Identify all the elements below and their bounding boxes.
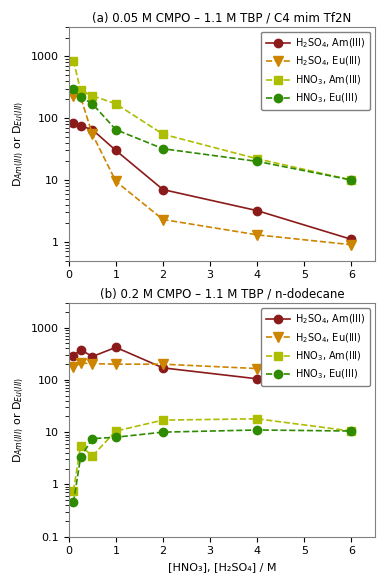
H$_2$SO$_4$, Eu(III) bbox=[255, 365, 259, 372]
H$_2$SO$_4$, Eu(III) bbox=[349, 241, 354, 248]
Line: HNO$_3$, Eu(III): HNO$_3$, Eu(III) bbox=[69, 426, 356, 507]
Y-axis label: D$_{Am(III)}$ or D$_{Eu(III)}$: D$_{Am(III)}$ or D$_{Eu(III)}$ bbox=[11, 377, 25, 463]
H$_2$SO$_4$, Am(III) bbox=[78, 122, 83, 129]
H$_2$SO$_4$, Eu(III) bbox=[78, 360, 83, 367]
HNO$_3$, Eu(III) bbox=[161, 145, 165, 152]
HNO$_3$, Eu(III) bbox=[78, 454, 83, 461]
H$_2$SO$_4$, Am(III) bbox=[161, 186, 165, 193]
H$_2$SO$_4$, Am(III) bbox=[255, 207, 259, 214]
H$_2$SO$_4$, Eu(III) bbox=[161, 361, 165, 368]
H$_2$SO$_4$, Am(III) bbox=[71, 120, 76, 127]
Legend: H$_2$SO$_4$, Am(III), H$_2$SO$_4$, Eu(III), HNO$_3$, Am(III), HNO$_3$, Eu(III): H$_2$SO$_4$, Am(III), H$_2$SO$_4$, Eu(II… bbox=[261, 308, 370, 387]
H$_2$SO$_4$, Am(III) bbox=[161, 364, 165, 371]
H$_2$SO$_4$, Eu(III) bbox=[161, 216, 165, 223]
Line: HNO$_3$, Am(III): HNO$_3$, Am(III) bbox=[69, 415, 356, 495]
Line: H$_2$SO$_4$, Eu(III): H$_2$SO$_4$, Eu(III) bbox=[69, 358, 356, 386]
Legend: H$_2$SO$_4$, Am(III), H$_2$SO$_4$, Eu(III), HNO$_3$, Am(III), HNO$_3$, Eu(III): H$_2$SO$_4$, Am(III), H$_2$SO$_4$, Eu(II… bbox=[261, 31, 370, 110]
HNO$_3$, Eu(III) bbox=[113, 126, 118, 133]
HNO$_3$, Eu(III) bbox=[78, 93, 83, 100]
HNO$_3$, Am(III) bbox=[90, 452, 95, 459]
HNO$_3$, Eu(III) bbox=[90, 100, 95, 107]
HNO$_3$, Eu(III) bbox=[349, 427, 354, 434]
HNO$_3$, Eu(III) bbox=[255, 427, 259, 434]
Line: H$_2$SO$_4$, Eu(III): H$_2$SO$_4$, Eu(III) bbox=[69, 91, 356, 250]
H$_2$SO$_4$, Eu(III) bbox=[113, 361, 118, 368]
HNO$_3$, Am(III) bbox=[255, 155, 259, 162]
HNO$_3$, Am(III) bbox=[161, 131, 165, 138]
H$_2$SO$_4$, Eu(III) bbox=[71, 364, 76, 371]
Line: HNO$_3$, Eu(III): HNO$_3$, Eu(III) bbox=[69, 85, 356, 184]
HNO$_3$, Eu(III) bbox=[71, 86, 76, 93]
HNO$_3$, Am(III) bbox=[78, 87, 83, 94]
HNO$_3$, Eu(III) bbox=[90, 435, 95, 442]
Title: (a) 0.05 M CMPO – 1.1 M TBP / C4 mim Tf2N: (a) 0.05 M CMPO – 1.1 M TBP / C4 mim Tf2… bbox=[92, 11, 352, 24]
H$_2$SO$_4$, Am(III) bbox=[255, 375, 259, 382]
Line: H$_2$SO$_4$, Am(III): H$_2$SO$_4$, Am(III) bbox=[69, 120, 356, 244]
H$_2$SO$_4$, Am(III) bbox=[90, 126, 95, 133]
HNO$_3$, Eu(III) bbox=[161, 429, 165, 436]
HNO$_3$, Eu(III) bbox=[71, 499, 76, 506]
HNO$_3$, Am(III) bbox=[255, 415, 259, 422]
H$_2$SO$_4$, Am(III) bbox=[113, 344, 118, 351]
H$_2$SO$_4$, Eu(III) bbox=[90, 131, 95, 138]
H$_2$SO$_4$, Am(III) bbox=[90, 353, 95, 360]
Title: (b) 0.2 M CMPO – 1.1 M TBP / n-dodecane: (b) 0.2 M CMPO – 1.1 M TBP / n-dodecane bbox=[100, 287, 344, 300]
HNO$_3$, Eu(III) bbox=[255, 158, 259, 165]
H$_2$SO$_4$, Eu(III) bbox=[90, 360, 95, 367]
HNO$_3$, Am(III) bbox=[161, 417, 165, 424]
X-axis label: [HNO₃], [H₂SO₄] / M: [HNO₃], [H₂SO₄] / M bbox=[168, 562, 276, 572]
HNO$_3$, Am(III) bbox=[78, 442, 83, 449]
HNO$_3$, Am(III) bbox=[71, 487, 76, 494]
HNO$_3$, Am(III) bbox=[113, 100, 118, 107]
Y-axis label: D$_{Am(III)}$ or D$_{Eu(III)}$: D$_{Am(III)}$ or D$_{Eu(III)}$ bbox=[11, 100, 25, 187]
H$_2$SO$_4$, Eu(III) bbox=[113, 178, 118, 185]
H$_2$SO$_4$, Eu(III) bbox=[255, 231, 259, 238]
HNO$_3$, Am(III) bbox=[349, 177, 354, 184]
HNO$_3$, Am(III) bbox=[113, 427, 118, 434]
HNO$_3$, Am(III) bbox=[71, 57, 76, 64]
HNO$_3$, Eu(III) bbox=[113, 434, 118, 441]
H$_2$SO$_4$, Eu(III) bbox=[71, 92, 76, 99]
H$_2$SO$_4$, Am(III) bbox=[349, 236, 354, 243]
H$_2$SO$_4$, Eu(III) bbox=[78, 93, 83, 100]
H$_2$SO$_4$, Am(III) bbox=[113, 147, 118, 154]
H$_2$SO$_4$, Am(III) bbox=[78, 346, 83, 353]
Line: HNO$_3$, Am(III): HNO$_3$, Am(III) bbox=[69, 57, 356, 184]
HNO$_3$, Am(III) bbox=[349, 427, 354, 434]
HNO$_3$, Eu(III) bbox=[349, 177, 354, 184]
H$_2$SO$_4$, Am(III) bbox=[71, 352, 76, 359]
Line: H$_2$SO$_4$, Am(III): H$_2$SO$_4$, Am(III) bbox=[69, 343, 356, 385]
HNO$_3$, Am(III) bbox=[90, 92, 95, 99]
H$_2$SO$_4$, Eu(III) bbox=[349, 378, 354, 385]
H$_2$SO$_4$, Am(III) bbox=[349, 378, 354, 385]
